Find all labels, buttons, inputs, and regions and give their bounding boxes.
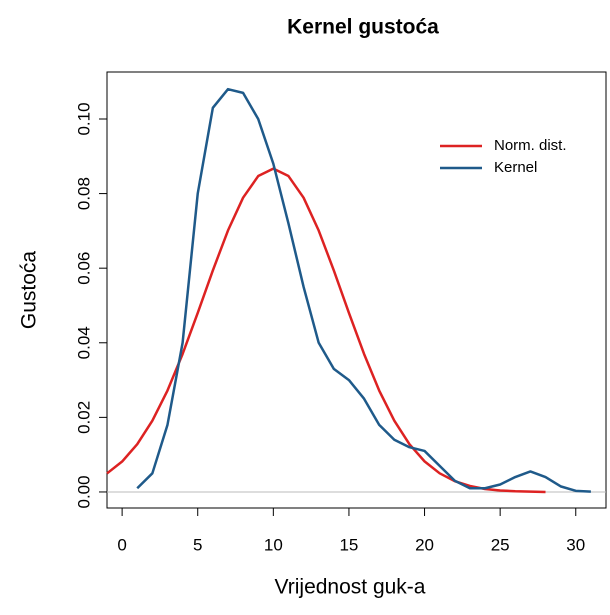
y-tick-label: 0.02 <box>74 401 93 434</box>
x-tick-label: 0 <box>117 535 126 554</box>
x-tick-label: 30 <box>566 535 585 554</box>
y-axis-label: Gustoća <box>18 251 41 330</box>
y-tick-label: 0.06 <box>74 252 93 285</box>
x-tick-label: 5 <box>193 535 202 554</box>
x-tick-label: 20 <box>415 535 434 554</box>
x-tick-label: 25 <box>491 535 510 554</box>
y-tick-label: 0.00 <box>74 475 93 508</box>
line-series <box>136 87 591 493</box>
plot-frame <box>106 71 607 509</box>
legend-label: Norm. dist. <box>494 137 567 154</box>
x-tick-label: 10 <box>264 535 283 554</box>
legend-label: Kernel <box>494 159 537 176</box>
line-series <box>106 167 546 494</box>
x-tick-label: 15 <box>339 535 358 554</box>
y-tick-label: 0.08 <box>74 177 93 210</box>
y-tick-label: 0.10 <box>74 102 93 135</box>
x-axis-label: Vrijednost guk-a <box>275 576 426 599</box>
chart-title: Kernel gustoća <box>287 16 439 39</box>
y-tick-label: 0.04 <box>74 326 93 359</box>
